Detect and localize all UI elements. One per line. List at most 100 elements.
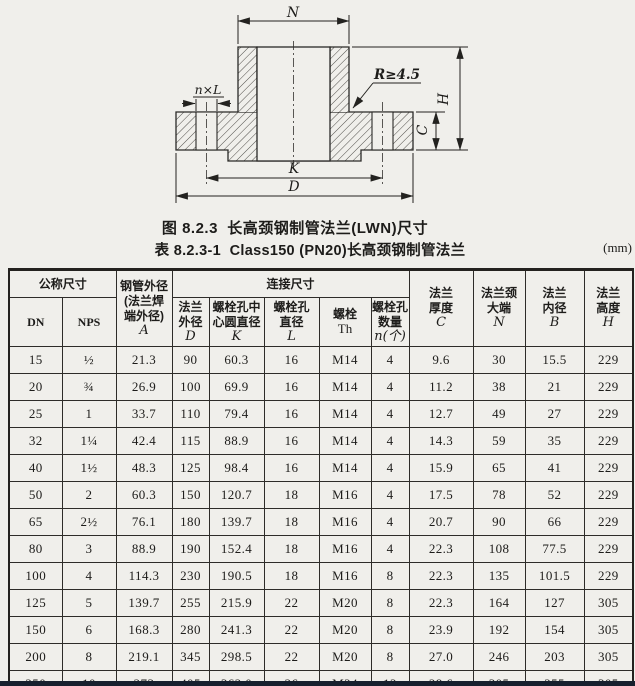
table-cell: 4 bbox=[370, 427, 410, 455]
unit-label: (mm) bbox=[603, 240, 632, 255]
table-cell: 150 bbox=[8, 616, 63, 644]
table-cell: 110 bbox=[171, 400, 210, 428]
table-cell: 12.7 bbox=[408, 400, 474, 428]
table-cell: 127 bbox=[524, 589, 585, 617]
header-symbol: n(个) bbox=[374, 328, 406, 344]
table-cell: 65 bbox=[8, 508, 63, 536]
header-text: 螺栓孔 数量 bbox=[372, 299, 409, 329]
table-cell: 192 bbox=[472, 616, 526, 644]
header-text: 螺栓孔 直径 bbox=[273, 299, 310, 329]
radius-leader bbox=[352, 82, 421, 109]
table-cell: 305 bbox=[583, 643, 634, 671]
dimension-C bbox=[416, 111, 445, 151]
header-text: 法兰 高度 bbox=[596, 286, 621, 316]
table-cell: 42.4 bbox=[115, 427, 173, 455]
table-caption: 表 8.2.3-1 Class150 (PN20)长高颈钢制管法兰 bbox=[154, 243, 466, 259]
table-row: 125 5 139.7 255 215.9 22 M20 8 22.3 164 127 305 bbox=[8, 589, 634, 617]
table-cell: 11.2 bbox=[408, 373, 474, 401]
table-cell: 280 bbox=[171, 616, 210, 644]
table-cell: 65 bbox=[472, 454, 526, 482]
table-cell: 27.0 bbox=[408, 643, 474, 671]
table-cell: M14 bbox=[318, 346, 372, 374]
table-cell: 298.5 bbox=[208, 643, 265, 671]
table-row: 50 2 60.3 150 120.7 18 M16 4 17.5 78 52 229 bbox=[8, 481, 634, 509]
table-cell: 9.6 bbox=[408, 346, 474, 374]
table-cell: 21 bbox=[524, 373, 585, 401]
header-symbol: D bbox=[185, 328, 196, 344]
table-cell: 229 bbox=[583, 427, 634, 455]
table-cell: M14 bbox=[318, 373, 372, 401]
table-cell: 48.3 bbox=[115, 454, 173, 482]
flange-cross-section-diagram: N H C K D n×L bbox=[175, 5, 468, 203]
header-flange-bore: 法兰 内径 B bbox=[524, 269, 585, 347]
table-cell: 2½ bbox=[61, 508, 117, 536]
table-cell: 215.9 bbox=[208, 589, 265, 617]
header-neck-large-end: 法兰颈 大端 N bbox=[472, 269, 526, 347]
table-cell: 229 bbox=[583, 454, 634, 482]
table-cell: 229 bbox=[583, 346, 634, 374]
table-cell: 203 bbox=[524, 643, 585, 671]
table-cell: 229 bbox=[583, 400, 634, 428]
table-cell: 16 bbox=[263, 400, 320, 428]
table-cell: 5 bbox=[61, 589, 117, 617]
table-cell: M20 bbox=[318, 589, 372, 617]
table-cell: 33.7 bbox=[115, 400, 173, 428]
header-text: 螺栓 bbox=[333, 307, 358, 322]
table-cell: 4 bbox=[370, 454, 410, 482]
dim-label-nxL: n×L bbox=[195, 82, 222, 97]
table-cell: 100 bbox=[8, 562, 63, 590]
header-symbol: A bbox=[139, 322, 149, 338]
neck-wall-right bbox=[329, 46, 350, 112]
table-cell: 88.9 bbox=[115, 535, 173, 563]
table-cell: 101.5 bbox=[524, 562, 585, 590]
table-cell: 49 bbox=[472, 400, 526, 428]
table-cell: M16 bbox=[318, 535, 372, 563]
table-cell: 1 bbox=[61, 400, 117, 428]
table-cell: 22 bbox=[263, 589, 320, 617]
table-cell: 120.7 bbox=[208, 481, 265, 509]
table-cell: 8 bbox=[370, 562, 410, 590]
table-cell: M14 bbox=[318, 400, 372, 428]
table-cell: 2 bbox=[61, 481, 117, 509]
table-cell: 76.1 bbox=[115, 508, 173, 536]
table-cell: 8 bbox=[370, 643, 410, 671]
header-flange-od: 法兰 外径 D bbox=[171, 297, 210, 347]
table-cell: 241.3 bbox=[208, 616, 265, 644]
table-cell: 229 bbox=[583, 481, 634, 509]
table-cell: M16 bbox=[318, 562, 372, 590]
table-cell: 32 bbox=[8, 427, 63, 455]
header-text: 法兰 厚度 bbox=[429, 286, 454, 316]
table-cell: 20.7 bbox=[408, 508, 474, 536]
dim-label-C: C bbox=[415, 124, 431, 135]
table-cell: 152.4 bbox=[208, 535, 265, 563]
table-cell: 139.7 bbox=[208, 508, 265, 536]
table-cell: 180 bbox=[171, 508, 210, 536]
table-cell: 305 bbox=[583, 616, 634, 644]
table-cell: 38 bbox=[472, 373, 526, 401]
table-row: 80 3 88.9 190 152.4 18 M16 4 22.3 108 77.5 229 bbox=[8, 535, 634, 563]
header-text: 钢管外径 (法兰焊 端外径) bbox=[120, 278, 169, 323]
table-cell: M14 bbox=[318, 454, 372, 482]
header-text: 法兰 外径 bbox=[178, 299, 203, 329]
table-cell: 77.5 bbox=[524, 535, 585, 563]
table-cell: 15 bbox=[8, 346, 63, 374]
table-row: 150 6 168.3 280 241.3 22 M20 8 23.9 192 154 305 bbox=[8, 616, 634, 644]
table-cell: 60.3 bbox=[208, 346, 265, 374]
dimension-H bbox=[352, 46, 468, 151]
table-row: 65 2½ 76.1 180 139.7 18 M16 4 20.7 90 66 229 bbox=[8, 508, 634, 536]
dim-label-D: D bbox=[287, 179, 299, 195]
table-cell: 15.5 bbox=[524, 346, 585, 374]
table-row: 40 1½ 48.3 125 98.4 16 M14 4 15.9 65 41 229 bbox=[8, 454, 634, 482]
header-symbol: L bbox=[287, 328, 296, 344]
table-cell: 115 bbox=[171, 427, 210, 455]
table-cell: 15.9 bbox=[408, 454, 474, 482]
header-bolt-thread: 螺栓 Th bbox=[318, 297, 372, 347]
table-cell: 4 bbox=[370, 535, 410, 563]
table-cell: 26.9 bbox=[115, 373, 173, 401]
table-cell: 27 bbox=[524, 400, 585, 428]
header-text: 法兰 内径 bbox=[542, 286, 567, 316]
header-nps: NPS bbox=[61, 297, 117, 347]
table-cell: 90 bbox=[472, 508, 526, 536]
table-cell: 21.3 bbox=[115, 346, 173, 374]
